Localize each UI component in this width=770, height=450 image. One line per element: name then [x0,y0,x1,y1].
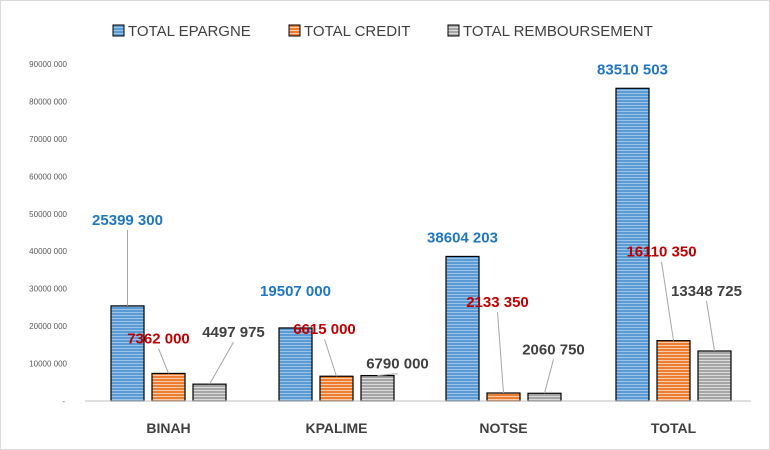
legend-swatch-0 [112,24,125,37]
y-tick-label: 80000 000 [29,97,67,106]
data-label-notse-series-0: 38604 203 [427,229,498,246]
bar-binah-series-2 [192,383,227,402]
leader-line [209,341,234,385]
bar-notse-series-1 [486,392,521,402]
y-tick-label: 90000 000 [29,60,67,69]
data-label-notse-series-2: 2060 750 [522,341,585,358]
y-tick-label: 60000 000 [29,172,67,181]
bar-total-series-1 [656,340,691,402]
legend-label-1: TOTAL CREDIT [304,23,410,40]
leader-line [706,300,715,352]
bars [110,87,732,402]
leader-line [661,261,674,341]
data-label-kpalime-series-0: 19507 000 [260,283,331,300]
legend-label-2: TOTAL REMBOURSEMENT [463,23,653,40]
leader-line [324,339,337,377]
data-label-kpalime-series-2: 6790 000 [366,356,429,373]
category-label: KPALIME [306,420,368,436]
leader-line [158,348,169,374]
bar-kpalime-series-1 [319,375,354,402]
bar-binah-series-0 [110,305,145,402]
y-tick-label: 20000 000 [29,322,67,331]
data-label-total-series-2: 13348 725 [671,283,742,300]
bar-kpalime-series-0 [278,327,313,402]
y-tick-label: 40000 000 [29,247,67,256]
bar-binah-series-1 [151,372,186,402]
y-tick-label: 50000 000 [29,210,67,219]
data-label-total-series-0: 83510 503 [597,61,668,78]
category-label: NOTSE [479,420,527,436]
y-tick-label: 30000 000 [29,285,67,294]
leader-line [544,359,554,394]
y-axis: - 10000 000 20000 000 30000 000 40000 000 500… [29,60,67,406]
data-label-binah-series-2: 4497 975 [202,324,265,341]
leader-lines [127,230,715,394]
bar-kpalime-series-2 [360,374,395,402]
bar-total-series-2 [697,350,732,402]
legend-swatch-1 [288,24,301,37]
y-tick-label: - [62,397,65,406]
data-label-total-series-1: 16110 350 [626,244,696,261]
legend-swatch-2 [447,24,460,37]
y-tick-label: 70000 000 [29,135,67,144]
data-label-binah-series-1: 7362 000 [127,330,190,347]
data-label-kpalime-series-1: 6615 000 [293,321,356,338]
bar-notse-series-2 [527,392,562,402]
category-label: TOTAL [651,420,697,436]
data-labels: 25399 300 7362 000 4497 975 19507 000 6615 0… [92,61,742,372]
legend-label-0: TOTAL EPARGNE [128,23,251,40]
bar-notse-series-0 [445,255,480,402]
category-label: BINAH [146,420,190,436]
leader-line [497,311,504,394]
legend: TOTAL EPARGNE TOTAL CREDIT TOTAL REMBOURSE… [112,23,653,40]
leader-line [377,373,398,377]
x-axis: BINAH KPALIME NOTSE TOTAL [85,400,751,436]
y-tick-label: 10000 000 [29,360,67,369]
data-label-notse-series-1: 2133 350 [466,294,529,311]
data-label-binah-series-0: 25399 300 [92,212,163,229]
